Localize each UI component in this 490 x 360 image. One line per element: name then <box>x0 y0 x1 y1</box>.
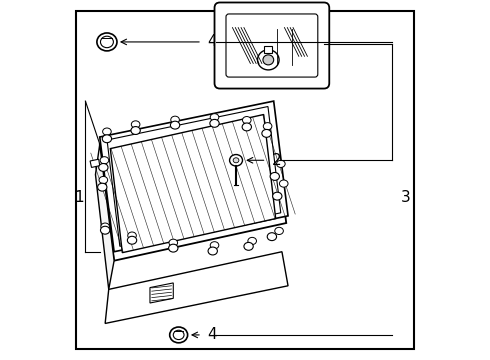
Ellipse shape <box>230 154 243 166</box>
Ellipse shape <box>267 233 276 240</box>
Ellipse shape <box>210 114 219 121</box>
Ellipse shape <box>99 176 108 184</box>
Ellipse shape <box>131 127 140 134</box>
Ellipse shape <box>98 183 107 191</box>
Text: 4: 4 <box>207 328 217 342</box>
Ellipse shape <box>169 244 178 252</box>
Polygon shape <box>110 114 276 253</box>
Ellipse shape <box>98 163 108 171</box>
Ellipse shape <box>244 242 253 250</box>
FancyBboxPatch shape <box>226 14 318 77</box>
Ellipse shape <box>210 120 219 127</box>
Ellipse shape <box>131 121 140 128</box>
FancyBboxPatch shape <box>215 3 329 89</box>
Ellipse shape <box>263 55 274 65</box>
Text: 4: 4 <box>207 35 217 49</box>
Ellipse shape <box>263 123 272 130</box>
Ellipse shape <box>101 223 109 230</box>
Polygon shape <box>100 101 288 252</box>
Ellipse shape <box>242 123 251 131</box>
Ellipse shape <box>100 226 110 234</box>
Ellipse shape <box>275 227 283 234</box>
Ellipse shape <box>243 117 251 124</box>
Text: 1: 1 <box>74 190 84 206</box>
Ellipse shape <box>169 239 177 246</box>
Polygon shape <box>107 107 281 246</box>
Ellipse shape <box>210 242 219 249</box>
Ellipse shape <box>173 330 184 339</box>
Bar <box>265 46 272 53</box>
Ellipse shape <box>102 135 112 143</box>
Polygon shape <box>105 252 288 323</box>
Polygon shape <box>100 107 286 261</box>
Ellipse shape <box>128 232 136 239</box>
Ellipse shape <box>272 192 282 200</box>
Ellipse shape <box>276 160 285 167</box>
Polygon shape <box>150 283 173 303</box>
Text: 2: 2 <box>272 153 282 168</box>
Ellipse shape <box>102 128 111 135</box>
Ellipse shape <box>233 158 239 163</box>
Text: 3: 3 <box>401 190 411 206</box>
Ellipse shape <box>279 180 288 187</box>
Ellipse shape <box>208 247 218 255</box>
Ellipse shape <box>248 237 256 244</box>
Ellipse shape <box>171 116 179 123</box>
Polygon shape <box>90 159 100 167</box>
Ellipse shape <box>258 50 279 70</box>
Ellipse shape <box>262 130 271 137</box>
Ellipse shape <box>170 327 188 343</box>
Ellipse shape <box>270 172 279 180</box>
Polygon shape <box>96 144 114 289</box>
Ellipse shape <box>171 121 180 129</box>
Ellipse shape <box>100 157 109 164</box>
Ellipse shape <box>100 36 113 48</box>
Ellipse shape <box>97 33 117 51</box>
Ellipse shape <box>127 236 137 244</box>
